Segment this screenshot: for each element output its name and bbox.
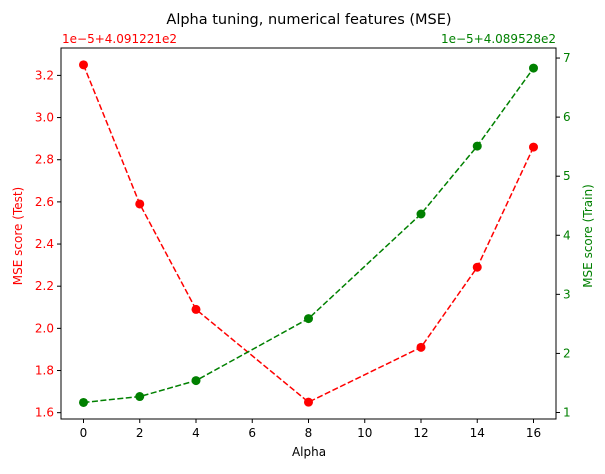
x-axis-label: Alpha xyxy=(292,445,326,459)
plot-frame xyxy=(60,47,557,420)
train-series-point xyxy=(416,209,426,219)
right-tick-label: 7 xyxy=(563,51,571,65)
test-series-line xyxy=(82,64,535,404)
x-tick-label: 10 xyxy=(357,426,372,440)
right-tick-label: 5 xyxy=(563,169,571,183)
right-tick-label: 1 xyxy=(563,406,571,420)
train-series-line xyxy=(83,67,535,404)
left-tick-label: 1.6 xyxy=(35,406,54,420)
test-series-point xyxy=(416,342,426,352)
x-tick-label: 2 xyxy=(136,426,144,440)
test-series-point xyxy=(135,199,145,209)
left-tick-label: 2.0 xyxy=(35,321,54,335)
train-series-point xyxy=(529,63,538,73)
x-tick-label: 16 xyxy=(526,426,541,440)
right-tick-label: 2 xyxy=(563,346,571,360)
x-tick-label: 12 xyxy=(413,426,428,440)
right-tick-label: 6 xyxy=(563,110,571,124)
right-axis-offset-text: 1e−5+4.089528e2 xyxy=(441,32,556,46)
x-tick-label: 4 xyxy=(192,426,200,440)
left-axis-offset-text: 1e−5+4.091221e2 xyxy=(62,32,177,46)
test-series-point xyxy=(79,60,88,70)
x-tick-label: 14 xyxy=(470,426,485,440)
left-tick-label: 3.0 xyxy=(35,111,54,125)
left-tick-label: 1.8 xyxy=(35,364,54,378)
test-series-point xyxy=(472,262,482,272)
train-series-point xyxy=(79,397,88,407)
left-tick-label: 2.6 xyxy=(35,195,54,209)
train-series-point xyxy=(135,392,145,402)
right-axis-label: MSE score (Train) xyxy=(581,184,595,288)
right-tick-label: 4 xyxy=(563,228,571,242)
left-tick-label: 2.8 xyxy=(35,153,54,167)
train-series-point xyxy=(304,314,313,324)
train-series-point xyxy=(191,376,201,386)
left-tick-label: 2.4 xyxy=(35,237,54,251)
chart-title: Alpha tuning, numerical features (MSE) xyxy=(166,12,451,28)
left-tick-label: 3.2 xyxy=(35,68,54,82)
x-tick-label: 8 xyxy=(305,426,313,440)
test-series-point xyxy=(304,397,313,407)
left-axis-label: MSE score (Test) xyxy=(11,187,25,285)
x-tick-label: 6 xyxy=(248,426,256,440)
left-tick-label: 2.2 xyxy=(35,279,54,293)
x-tick-label: 0 xyxy=(80,426,88,440)
plot-layer: 0 2 4 6 8 10 12 14 161.61.82.02.22.42.62.83.03.2… xyxy=(35,51,571,440)
right-tick-label: 3 xyxy=(563,287,571,301)
train-series-point xyxy=(472,141,482,151)
test-series-point xyxy=(191,304,201,314)
test-series-point xyxy=(529,142,538,152)
